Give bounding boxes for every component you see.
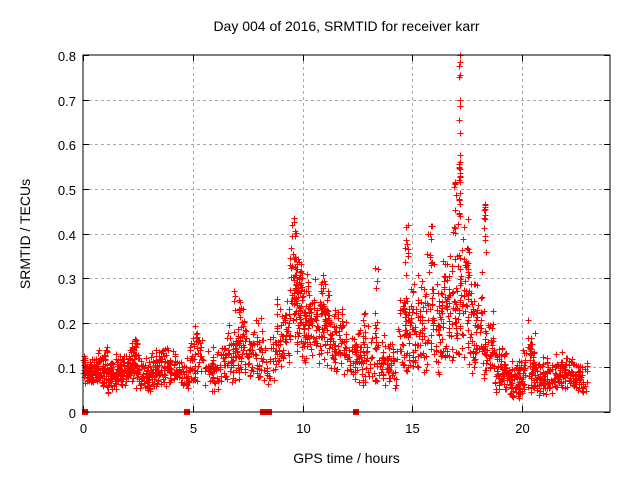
y-tick-label: 0.2 — [57, 316, 76, 332]
y-tick-label: 0.1 — [57, 360, 76, 376]
x-tick-label: 5 — [189, 421, 198, 436]
x-tick-label: 20 — [515, 421, 530, 436]
chart-title: Day 004 of 2016, SRMTID for receiver kar… — [213, 18, 480, 34]
y-tick-label: 0.6 — [57, 137, 76, 153]
scatter-points — [80, 52, 591, 415]
x-tick-label: 15 — [405, 421, 420, 436]
y-tick-label: 0.7 — [57, 93, 76, 109]
y-tick-label: 0 — [68, 405, 76, 421]
x-tick-label: 0 — [79, 421, 88, 436]
y-tick-label: 0.4 — [57, 227, 76, 243]
x-axis-label: GPS time / hours — [293, 450, 400, 466]
y-tick-label: 0.8 — [57, 48, 76, 64]
x-tick-label: 10 — [296, 421, 311, 436]
y-tick-label: 0.3 — [57, 271, 76, 287]
plot-border — [82, 54, 611, 413]
y-tick-label: 0.5 — [57, 182, 76, 198]
